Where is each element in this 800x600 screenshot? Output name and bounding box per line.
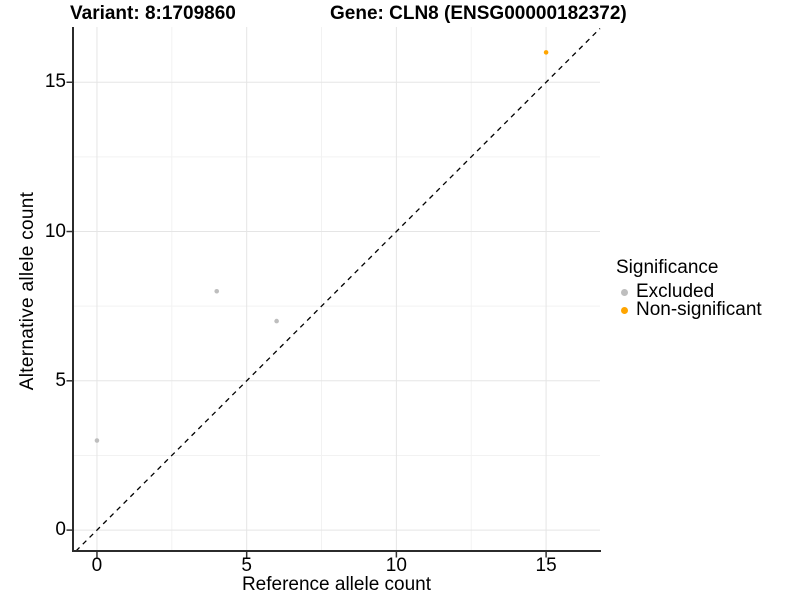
legend-item: Excluded [616, 281, 762, 302]
legend-dot-icon [621, 306, 628, 314]
x-tick-label: 10 [385, 555, 407, 576]
legend-dot-icon [621, 288, 628, 296]
legend-key [616, 284, 633, 301]
legend-item: Non-significant [616, 299, 762, 320]
x-tick-label: 15 [535, 555, 557, 576]
legend-key [616, 302, 633, 319]
y-tick-label: 10 [44, 220, 66, 242]
x-tick-label: 5 [241, 555, 252, 576]
identity-line [75, 28, 601, 552]
legend-label: Excluded [636, 281, 715, 302]
data-point-excluded [94, 438, 100, 443]
legend-label: Non-significant [636, 299, 762, 320]
legend-items: Excluded Non-significant [616, 281, 762, 320]
legend-title: Significance [616, 257, 719, 278]
y-tick-label: 0 [55, 519, 66, 541]
x-tick-label: 0 [91, 555, 103, 576]
legend: Significance Excluded Non-significant [616, 257, 762, 320]
y-tick-label: 5 [55, 369, 66, 391]
plot-title-variant: Variant: 8:1709860 [70, 3, 236, 24]
data-point-excluded [214, 288, 220, 294]
x-axis-title: Reference allele count [241, 574, 432, 595]
data-point-non-significant [543, 50, 549, 55]
plot-title-gene: Gene: CLN8 (ENSG00000182372) [330, 3, 627, 24]
y-tick-label: 15 [44, 71, 66, 93]
data-point-excluded [274, 318, 279, 324]
